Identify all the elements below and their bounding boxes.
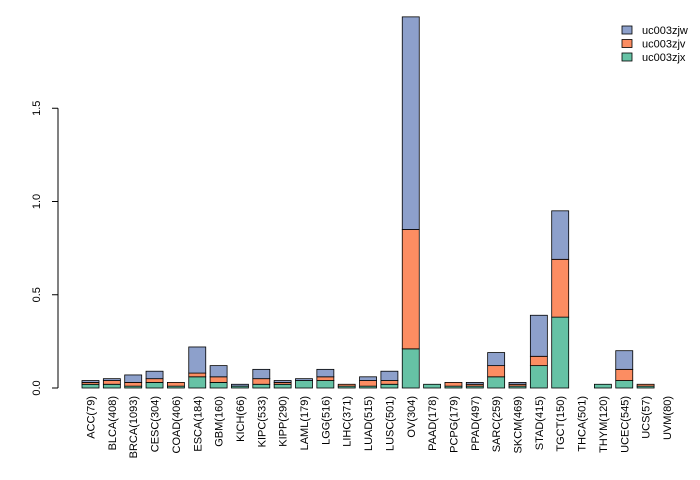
bar-uc003zjx-24 [594, 383, 612, 389]
x-tick-label: PPAD(497) [470, 396, 482, 451]
bar-uc003zjx-6 [209, 382, 228, 389]
x-tick-label: KICH(66) [235, 396, 247, 442]
bar-uc003zjv-13 [359, 380, 377, 387]
bar-uc003zjx-9 [273, 383, 292, 389]
x-tick-label: UVM(80) [662, 396, 674, 440]
bar-uc003zjv-2 [124, 382, 143, 387]
bar-uc003zjv-12 [337, 383, 356, 387]
x-tick-label: CESC(304) [150, 396, 162, 452]
bar-uc003zjx-21 [529, 365, 548, 389]
x-tick-label: TGCT(150) [555, 396, 567, 452]
bar-uc003zjx-15 [401, 348, 420, 389]
x-tick-label: KIPP(290) [278, 396, 290, 447]
x-axis-labels: ACC(79) BLCA(408) BRCA(1093) CESC(304) COAD(… [86, 396, 674, 458]
bar-uc003zjw-1 [102, 378, 121, 381]
bar-uc003zjv-11 [316, 376, 335, 381]
bar-uc003zjv-25 [615, 368, 634, 381]
bar-uc003zjv-21 [529, 355, 548, 367]
bar-uc003zjx-14 [380, 383, 399, 389]
bar-uc003zjw-6 [209, 365, 228, 378]
x-tick-label: BLCA(408) [107, 396, 119, 450]
x-tick-label: SKCM(469) [513, 396, 525, 453]
bar-uc003zjw-21 [529, 314, 548, 357]
y-axis: 0.0 0.5 1.0 1.5 [31, 101, 59, 396]
legend-swatch-uc003zjx [621, 52, 633, 62]
bar-uc003zjw-0 [81, 380, 100, 383]
bar-uc003zjw-15 [401, 16, 420, 230]
x-tick-label: KIPC(533) [256, 396, 268, 447]
bar-uc003zjw-8 [252, 368, 271, 380]
bar-uc003zjw-19 [487, 352, 506, 367]
bar-uc003zjv-19 [487, 365, 506, 378]
bar-uc003zjv-14 [380, 380, 399, 385]
bars-group [81, 16, 655, 389]
bar-uc003zjw-14 [380, 370, 399, 381]
bar-uc003zjv-17 [444, 382, 463, 387]
bar-uc003zjx-19 [487, 376, 506, 389]
x-tick-label: LGG(516) [320, 396, 332, 445]
bar-uc003zjx-0 [81, 383, 100, 389]
bar-uc003zjw-18 [465, 382, 484, 385]
x-tick-label: COAD(406) [171, 396, 183, 453]
bar-uc003zjx-10 [295, 380, 313, 389]
bar-uc003zjv-1 [102, 380, 121, 385]
legend-swatch-uc003zjv [621, 39, 633, 48]
bar-uc003zjx-25 [615, 380, 634, 389]
x-tick-label: PCPG(179) [448, 396, 460, 453]
x-tick-label: THYM(120) [598, 396, 610, 453]
x-tick-label: THCA(501) [577, 396, 589, 452]
legend-swatch-uc003zjw [621, 25, 633, 35]
bar-uc003zjv-26 [636, 383, 655, 387]
x-tick-label: PAAD(178) [427, 396, 439, 451]
bar-uc003zjv-15 [401, 229, 420, 350]
legend-label-uc003zjx: uc003zjx [642, 52, 686, 64]
bar-uc003zjw-7 [231, 383, 249, 387]
bar-uc003zjw-2 [124, 374, 143, 383]
x-tick-label: STAD(415) [534, 396, 546, 450]
legend-label-uc003zjv: uc003zjv [642, 39, 686, 51]
bar-uc003zjx-3 [145, 382, 164, 389]
bar-uc003zjw-20 [508, 382, 527, 385]
bar-uc003zjx-5 [188, 376, 207, 389]
y-tick-label: 0.5 [31, 287, 43, 302]
x-tick-label: UCEC(545) [619, 396, 631, 453]
bar-uc003zjw-9 [273, 380, 292, 383]
x-tick-label: UCS(57) [641, 396, 653, 439]
legend-label-uc003zjw: uc003zjw [642, 25, 688, 37]
bar-uc003zjw-11 [316, 368, 335, 378]
x-tick-label: LUSC(501) [384, 396, 396, 451]
bar-uc003zjw-5 [188, 346, 207, 374]
x-tick-label: ESCA(184) [192, 396, 204, 452]
x-tick-label: LUAD(515) [363, 396, 375, 451]
x-tick-label: BRCA(1093) [128, 396, 140, 458]
bar-uc003zjw-22 [551, 210, 570, 260]
bar-uc003zjv-8 [252, 378, 271, 385]
x-tick-label: GBM(160) [214, 396, 226, 447]
x-tick-label: LIHC(371) [342, 396, 354, 447]
bar-uc003zjx-8 [252, 383, 271, 389]
x-tick-label: SARC(259) [491, 396, 503, 452]
bar-uc003zjw-3 [145, 370, 164, 380]
y-tick-label: 1.5 [31, 101, 43, 116]
bar-uc003zjv-5 [188, 372, 207, 378]
x-tick-label: ACC(79) [86, 396, 98, 439]
bar-uc003zjv-22 [551, 258, 570, 318]
bar-uc003zjx-11 [316, 380, 335, 389]
bar-uc003zjw-13 [359, 376, 377, 381]
y-tick-label: 1.0 [31, 194, 43, 209]
x-tick-label: OV(304) [406, 396, 418, 438]
bar-uc003zjv-6 [209, 376, 228, 383]
bar-uc003zjv-4 [166, 382, 185, 387]
x-tick-label: LAML(179) [299, 396, 311, 450]
bar-uc003zjw-25 [615, 350, 634, 370]
y-tick-label: 0.0 [31, 380, 43, 395]
bar-uc003zjx-1 [102, 383, 121, 389]
bar-uc003zjx-22 [551, 316, 570, 389]
bar-uc003zjw-10 [295, 378, 313, 381]
bar-uc003zjv-3 [145, 378, 164, 383]
bar-uc003zjx-16 [423, 383, 442, 389]
